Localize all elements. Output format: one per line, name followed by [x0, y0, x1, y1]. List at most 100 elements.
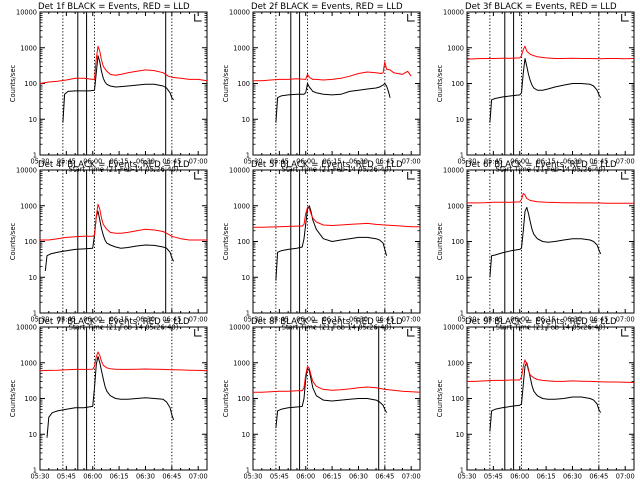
x-tick-label: 06:30 [136, 158, 155, 166]
y-tick-label: 10 [456, 274, 464, 282]
y-tick-label: 100 [237, 238, 250, 246]
y-tick-label: 10 [29, 274, 37, 282]
x-tick-label: 06:30 [349, 473, 368, 480]
y-tick-label: 1000 [233, 202, 250, 210]
x-tick-label: 05:45 [484, 316, 503, 324]
x-tick-label: 06:15 [110, 316, 129, 324]
x-tick-label: 06:45 [162, 158, 181, 166]
y-tick-label: 1000 [20, 202, 37, 210]
y-tick-label: 10 [242, 116, 250, 124]
x-tick-label: 05:45 [484, 158, 503, 166]
y-tick-label: 10 [456, 116, 464, 124]
x-tick-label: 06:00 [83, 316, 102, 324]
y-tick-label: 10000 [229, 324, 250, 332]
x-tick-label: 05:30 [457, 473, 476, 480]
x-tick-label: 06:00 [510, 473, 529, 480]
corner-bracket-mark [621, 14, 629, 22]
x-tick-label: 05:30 [30, 158, 49, 166]
x-tick-label: 06:45 [589, 473, 608, 480]
y-tick-label: 100 [451, 238, 464, 246]
events-series-line [44, 210, 175, 272]
x-tick-label: 05:45 [57, 158, 76, 166]
y-tick-label: 1000 [20, 44, 37, 52]
x-tick-label: 06:00 [510, 158, 529, 166]
y-tick-label: 10000 [229, 9, 250, 17]
x-tick-label: 06:00 [83, 158, 102, 166]
x-tick-label: 05:45 [57, 316, 76, 324]
y-tick-label: 1 [246, 467, 250, 475]
x-tick-label: 06:30 [136, 316, 155, 324]
panel-title: Det 9f BLACK = Events, RED = LLD [465, 317, 617, 327]
lld-series-line [467, 193, 634, 204]
y-tick-label: 100 [237, 80, 250, 88]
y-tick-label: 1000 [233, 359, 250, 367]
corner-bracket-mark [407, 14, 415, 22]
lld-series-line [467, 359, 635, 383]
y-tick-label: 1000 [447, 44, 464, 52]
y-tick-label: 10000 [16, 324, 37, 332]
x-tick-label: 06:15 [323, 473, 342, 480]
x-tick-label: 07:00 [402, 158, 421, 166]
lld-series-line [253, 365, 421, 393]
panel-title: Det 1f BLACK = Events, RED = LLD [38, 2, 190, 12]
y-tick-label: 100 [237, 395, 250, 403]
x-tick-label: 06:00 [296, 473, 315, 480]
detector-panel-7: Det 7f BLACK = Events, RED = LLD 1 10 100 10… [9, 317, 208, 480]
events-series-line [46, 356, 175, 438]
x-tick-label: 06:45 [375, 158, 394, 166]
corner-bracket-mark [194, 172, 202, 180]
x-tick-label: 05:45 [270, 158, 289, 166]
panel-title: Det 2f BLACK = Events, RED = LLD [251, 2, 403, 12]
y-tick-label: 1 [33, 467, 37, 475]
y-tick-label: 10 [242, 274, 250, 282]
y-tick-label: 100 [451, 395, 464, 403]
corner-bracket-mark [621, 172, 629, 180]
x-tick-label: 06:00 [296, 316, 315, 324]
corner-bracket-mark [407, 329, 415, 337]
y-tick-label: 10 [29, 116, 37, 124]
corner-bracket-mark [194, 329, 202, 337]
y-tick-label: 10000 [16, 167, 37, 175]
corner-bracket-mark [621, 329, 629, 337]
y-axis-label: Counts/sec [9, 223, 17, 261]
y-axis-label: Counts/sec [436, 65, 444, 103]
y-axis-label: Counts/sec [222, 65, 230, 103]
detector-panel-9: Det 9f BLACK = Events, RED = LLD 1 10 100 10… [436, 317, 635, 480]
events-series-line [489, 206, 602, 278]
y-tick-label: 1000 [20, 359, 37, 367]
panel-title: Det 3f BLACK = Events, RED = LLD [465, 2, 617, 12]
x-tick-label: 06:45 [375, 316, 394, 324]
x-tick-label: 06:30 [349, 158, 368, 166]
x-tick-label: 05:30 [30, 316, 49, 324]
y-tick-label: 10000 [443, 324, 464, 332]
x-tick-label: 05:45 [270, 316, 289, 324]
x-tick-label: 07:00 [616, 158, 635, 166]
x-tick-label: 05:45 [270, 473, 289, 480]
y-tick-label: 1000 [447, 202, 464, 210]
lld-series-line [253, 206, 420, 228]
x-tick-label: 06:30 [563, 158, 582, 166]
x-tick-label: 05:30 [30, 473, 49, 480]
x-tick-label: 06:15 [323, 316, 342, 324]
x-tick-label: 06:15 [323, 158, 342, 166]
corner-bracket-mark [407, 172, 415, 180]
lld-series-line [466, 45, 635, 60]
panel-title: Det 6f BLACK = Events, RED = LLD [465, 160, 617, 170]
x-tick-label: 06:30 [136, 473, 155, 480]
y-tick-label: 1 [460, 310, 464, 318]
x-tick-label: 06:15 [537, 473, 556, 480]
y-tick-label: 1 [246, 310, 250, 318]
x-tick-label: 07:00 [189, 473, 208, 480]
y-tick-label: 10000 [229, 167, 250, 175]
events-series-line [489, 362, 602, 432]
x-tick-label: 06:15 [537, 158, 556, 166]
x-tick-label: 06:45 [162, 473, 181, 480]
x-tick-label: 06:15 [110, 473, 129, 480]
y-axis-label: Counts/sec [436, 223, 444, 261]
lld-series-line [40, 203, 207, 241]
x-tick-label: 06:45 [162, 316, 181, 324]
x-tick-label: 06:15 [537, 316, 556, 324]
y-tick-label: 1 [33, 310, 37, 318]
x-tick-label: 06:00 [296, 158, 315, 166]
y-axis-label: Counts/sec [222, 223, 230, 261]
